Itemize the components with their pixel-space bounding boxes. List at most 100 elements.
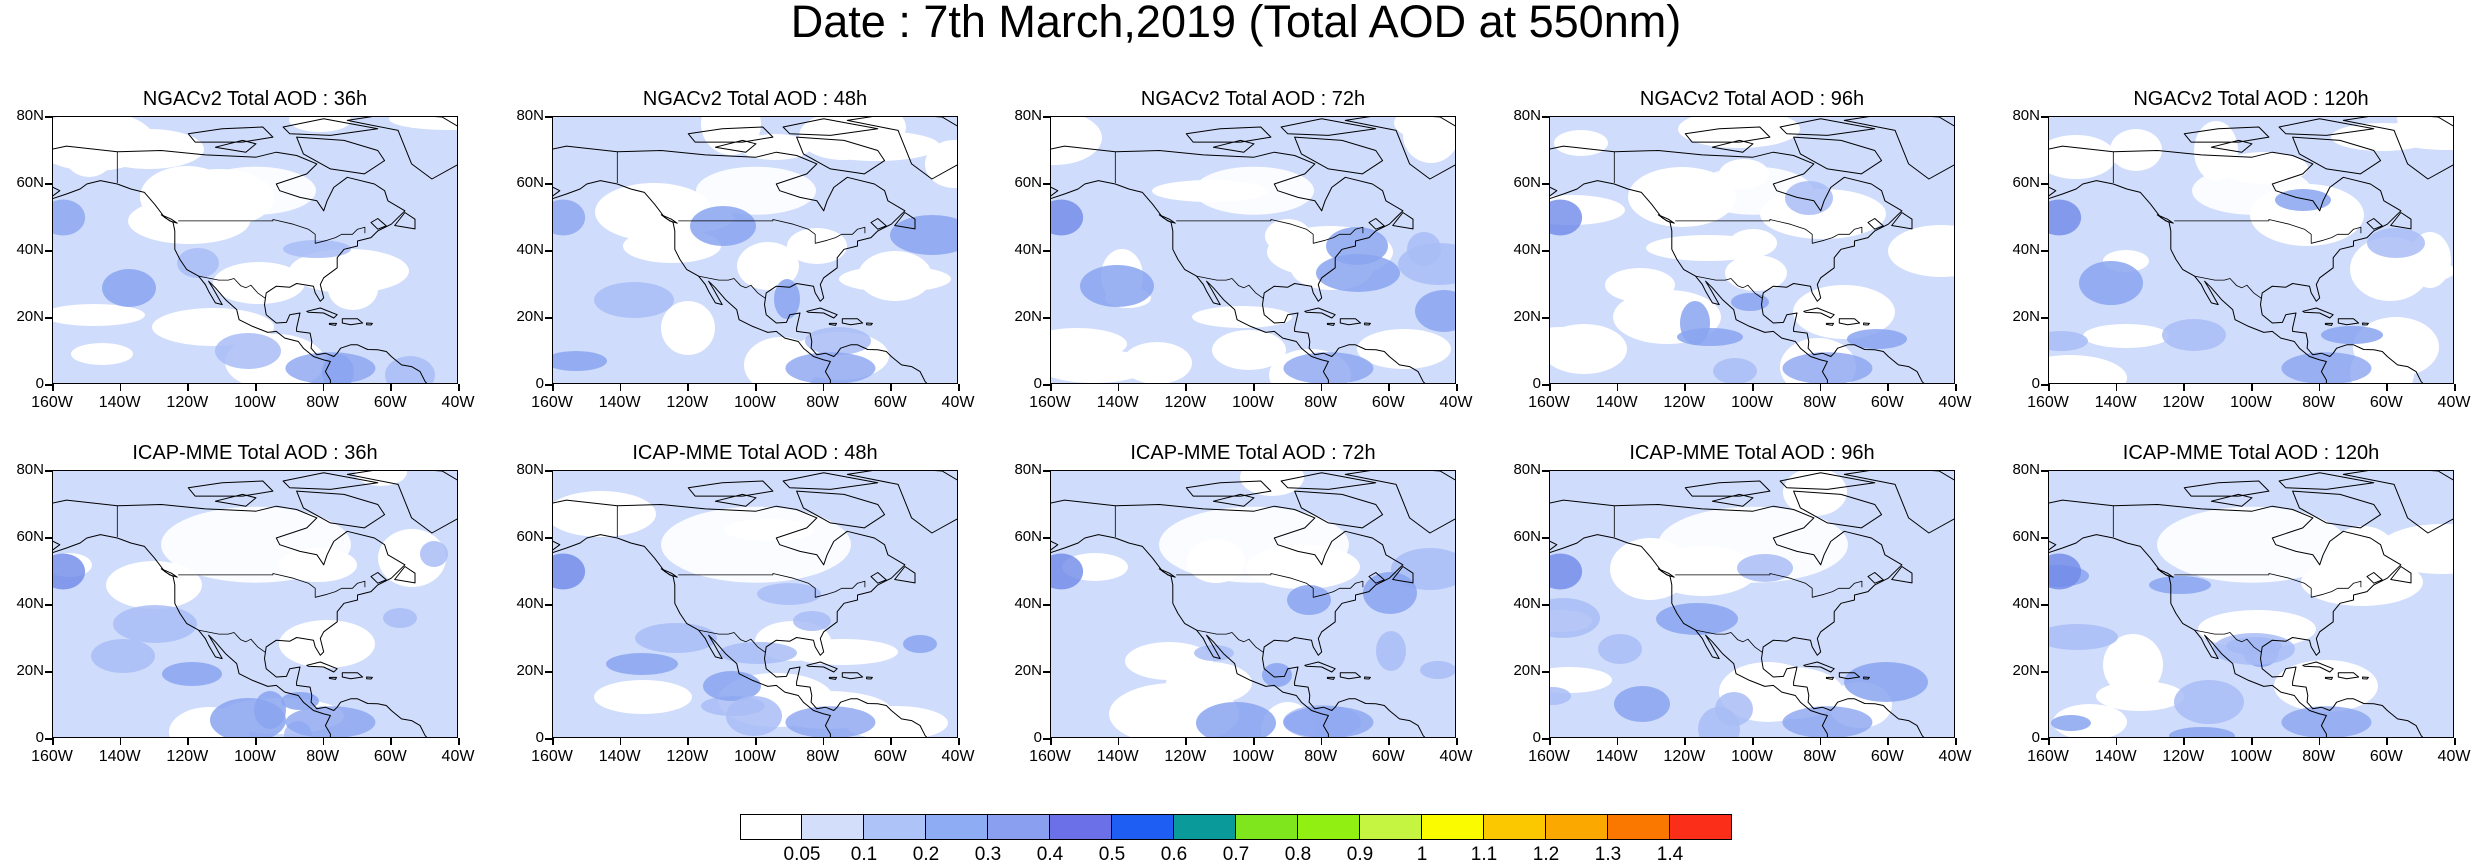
aod-patch [793,611,831,631]
aod-map [53,117,457,383]
map-panel: NGACv2 Total AOD : 96h 80N 60N 40N 20N 0 160W 1… [1497,88,1971,468]
lat-label: 20N [16,662,44,679]
colorbar-label: 0.6 [1160,844,1188,865]
map-panel: ICAP-MME Total AOD : 120h 80N 60N 40N 20N 0 16… [1996,442,2470,822]
clear-patch [1403,117,1455,163]
colorbar-swatch [1112,814,1174,840]
clear-patch [1550,667,1612,693]
map-frame [552,116,958,384]
lon-label: 120W [166,394,209,411]
lon-label: 160W [531,394,573,411]
lon-label: 60W [2369,748,2403,765]
lat-label: 0 [1532,729,1541,746]
lat-tick [1043,384,1050,386]
panel-title: NGACv2 Total AOD : 72h [1140,88,1366,110]
panel-title: ICAP-MME Total AOD : 48h [632,442,878,464]
clear-patch [1166,662,1252,704]
aod-patch [2149,576,2211,594]
panel-title: NGACv2 Total AOD : 36h [142,88,368,110]
lon-label: 120W [1663,394,1706,411]
aod-plume [53,553,86,590]
aod-patch [2162,319,2226,351]
lon-label: 40W [1938,394,1972,411]
aod-patch [635,623,717,653]
lon-label: 100W [1731,748,1773,765]
lat-tick [2041,671,2048,673]
clear-patch [1159,506,1349,583]
lon-tick [52,384,54,391]
aod-map [1051,471,1455,737]
aod-patch [805,327,871,355]
lat-tick [1542,671,1549,673]
lon-tick [1185,384,1187,391]
lat-label: 20N [1513,662,1541,679]
lon-tick [1050,384,1052,391]
coastline [553,499,928,737]
colorbar-swatch [740,814,802,840]
aod-patch [2051,715,2091,731]
lon-label: 80W [2302,394,2336,411]
colorbar-swatch [926,814,988,840]
lon-label: 120W [666,394,709,411]
clear-patch [1240,471,1304,496]
clear-patch [799,117,887,160]
clear-patch [1051,328,1127,360]
aod-plume [785,706,876,737]
aod-patch [102,269,156,307]
lat-tick [545,604,552,606]
colorbar-label: 1.2 [1532,844,1560,865]
aod-plume [553,199,586,236]
clear-patch [839,266,951,292]
aod-patch [1550,598,1600,638]
lon-tick [1684,384,1686,391]
aod-patch [162,662,222,686]
lat-tick [545,384,552,386]
lon-tick [1456,384,1458,391]
map-frame [52,116,458,384]
lon-label: 80W [1803,394,1837,411]
lon-tick [255,384,257,391]
lon-label: 140W [1595,394,1638,411]
lon-tick [958,384,960,391]
lon-tick [755,384,757,391]
aod-plume [553,553,586,590]
aod-patch [1398,243,1455,285]
lat-label: 0 [35,729,44,746]
coastline [53,145,428,383]
lon-label: 60W [373,394,407,411]
coastline [2156,471,2453,680]
clear-patch [1357,329,1451,369]
lon-tick [1616,384,1619,391]
aod-plume [1782,706,1873,737]
lon-label: 60W [2369,394,2403,411]
lon-label: 100W [2230,394,2272,411]
coastline [1657,471,1954,680]
aod-patch [690,206,756,246]
lon-label: 120W [1164,394,1207,411]
aod-plume [2049,199,2082,236]
lon-tick [1050,738,1052,745]
lon-tick [1955,738,1957,745]
lat-label: 40N [16,595,44,612]
lon-tick [1887,738,1889,745]
colorbar-swatch [1546,814,1608,840]
lon-label: 120W [2162,748,2205,765]
lat-tick [545,183,552,185]
lat-label: 0 [35,375,44,392]
clear-patch [1554,130,1608,156]
aod-patch [1262,663,1292,687]
lat-tick [45,384,52,386]
colorbar-label: 0.05 [783,844,821,865]
lat-label: 20N [16,308,44,325]
lon-tick [2318,384,2321,391]
political-border [616,151,866,299]
lon-label: 100W [1731,394,1773,411]
aod-patch [1194,645,1234,661]
aod-map [2049,117,2453,383]
lat-tick [45,183,52,185]
lon-label: 140W [2094,748,2137,765]
colorbar-label: 0.1 [850,844,878,865]
lat-label: 40N [1513,241,1541,258]
aod-patch [1847,329,1907,349]
map-frame [2048,470,2454,738]
